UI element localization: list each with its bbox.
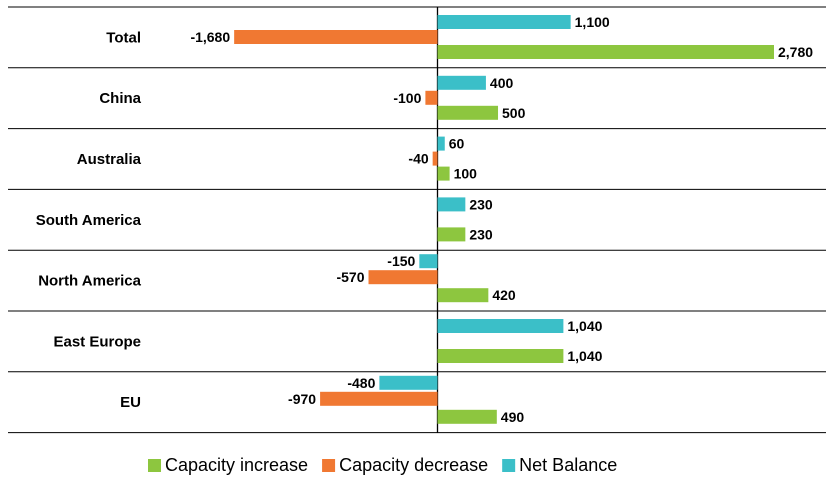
data-label: -570 (336, 269, 364, 285)
bar (437, 288, 489, 303)
bar (437, 15, 571, 29)
bar (437, 105, 499, 120)
bar (419, 254, 438, 269)
legend-label: Capacity decrease (339, 455, 488, 475)
data-label: 100 (454, 166, 478, 182)
data-label: 230 (469, 226, 493, 242)
data-label: -480 (347, 375, 375, 391)
bar (437, 136, 445, 151)
bar (379, 375, 438, 390)
bars-group (234, 15, 774, 424)
category-label: South America (36, 212, 142, 229)
bar (437, 349, 564, 363)
bar (368, 270, 438, 285)
data-label: 1,040 (567, 348, 602, 364)
category-label: East Europe (53, 333, 141, 350)
data-label: -40 (408, 151, 428, 167)
data-label: 490 (501, 409, 525, 425)
legend: Capacity increase Capacity decrease Net Ba… (148, 455, 617, 475)
bar (437, 45, 774, 59)
legend-swatch (148, 459, 161, 472)
category-bands (8, 6, 826, 434)
bar (437, 197, 466, 212)
data-label: 60 (449, 136, 465, 152)
legend-label: Net Balance (519, 455, 617, 475)
data-label: 1,040 (567, 318, 602, 334)
legend-swatch (322, 459, 336, 472)
data-label: 500 (502, 105, 526, 121)
bar (437, 166, 450, 181)
data-label: -100 (393, 90, 421, 106)
bar (425, 90, 438, 105)
bar (437, 319, 564, 333)
category-label: China (99, 90, 141, 107)
data-label: -1,680 (190, 29, 230, 45)
bar (432, 151, 438, 166)
data-label: 420 (492, 287, 516, 303)
category-label: EU (120, 394, 141, 411)
legend-label: Capacity increase (165, 455, 308, 475)
data-label: 1,100 (575, 14, 610, 30)
data-label: 2,780 (778, 44, 813, 60)
category-label: Australia (77, 151, 142, 168)
bar (437, 75, 486, 90)
bar (234, 30, 438, 44)
labels-group: Total 1,100 -1,680 2,780 China 400 -100 500 Aust… (36, 14, 814, 425)
bar (437, 409, 497, 424)
bar (320, 391, 438, 406)
data-label: -150 (387, 253, 415, 269)
category-label: Total (106, 29, 141, 46)
data-label: 230 (469, 196, 493, 212)
legend-swatch (502, 459, 516, 472)
data-label: -970 (288, 391, 316, 407)
data-label: 400 (490, 75, 514, 91)
category-label: North America (38, 273, 141, 290)
bar (437, 227, 466, 242)
